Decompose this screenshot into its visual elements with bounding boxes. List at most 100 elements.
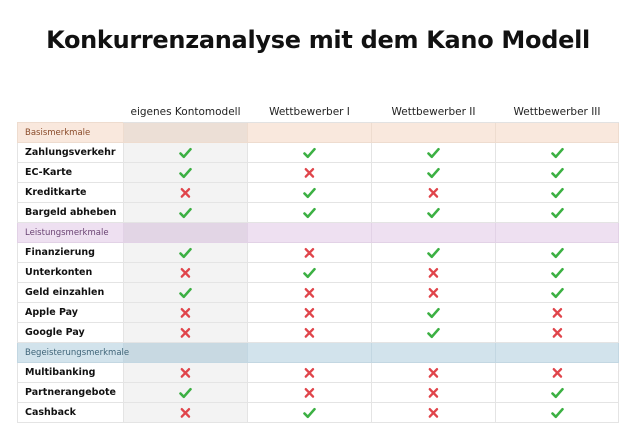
table-row: Partnerangebote — [17, 382, 619, 403]
category-band-cell — [371, 222, 496, 243]
cross-icon — [427, 367, 440, 379]
cross-icon — [179, 367, 192, 379]
rating-cell — [247, 402, 372, 423]
category-basismerkmale-label: Basismerkmale — [17, 122, 124, 143]
cross-icon — [551, 367, 564, 379]
cross-icon — [179, 407, 192, 419]
check-icon — [550, 147, 564, 159]
rating-cell — [371, 282, 496, 303]
rating-cell — [247, 382, 372, 403]
cross-icon — [427, 287, 440, 299]
check-icon — [427, 147, 440, 159]
rating-cell — [247, 262, 372, 283]
rating-cell — [371, 402, 496, 423]
category-leistungsmerkmale-label: Leistungsmerkmale — [17, 222, 124, 243]
rating-cell — [123, 242, 248, 263]
category-basismerkmale-row: Basismerkmale — [17, 122, 619, 143]
check-icon — [179, 387, 192, 399]
rating-cell — [123, 402, 248, 423]
cross-icon — [303, 387, 316, 399]
rating-cell — [495, 362, 619, 383]
category-band-cell — [247, 342, 372, 363]
check-icon — [303, 187, 316, 199]
category-band-cell — [247, 222, 372, 243]
rating-cell — [495, 382, 619, 403]
rating-cell — [123, 382, 248, 403]
table-row: Multibanking — [17, 362, 619, 383]
rating-cell — [371, 242, 496, 263]
table-row: Finanzierung — [17, 242, 619, 263]
cross-icon — [303, 287, 316, 299]
rating-cell — [371, 202, 496, 223]
feature-label: Bargeld abheben — [17, 202, 124, 223]
check-icon — [427, 207, 440, 219]
rating-cell — [371, 322, 496, 343]
feature-label: Partnerangebote — [17, 382, 124, 403]
feature-label: Zahlungsverkehr — [17, 142, 124, 163]
check-icon — [427, 167, 440, 179]
check-icon — [303, 147, 316, 159]
header-competitor-3: Wettbewerber III — [495, 102, 619, 123]
category-begeisterungsmerkmale-row: Begeisterungsmerkmale — [17, 342, 619, 363]
rating-cell — [123, 182, 248, 203]
category-leistungsmerkmale-row: Leistungsmerkmale — [17, 222, 619, 243]
header-empty — [18, 102, 124, 123]
category-band-cell — [123, 122, 248, 143]
kano-comparison-table: eigenes Kontomodell Wettbewerber I Wettb… — [17, 102, 619, 423]
cross-icon — [427, 387, 440, 399]
category-band-cell — [495, 342, 619, 363]
cross-icon — [179, 187, 192, 199]
rating-cell — [371, 382, 496, 403]
header-own-model: eigenes Kontomodell — [123, 102, 248, 123]
rating-cell — [495, 302, 619, 323]
rating-cell — [371, 302, 496, 323]
rating-cell — [371, 262, 496, 283]
category-band-cell — [371, 122, 496, 143]
check-icon — [303, 267, 316, 279]
rating-cell — [123, 162, 248, 183]
check-icon — [550, 187, 564, 199]
rating-cell — [247, 202, 372, 223]
rating-cell — [247, 322, 372, 343]
rating-cell — [247, 182, 372, 203]
feature-label: Geld einzahlen — [17, 282, 124, 303]
check-icon — [179, 167, 192, 179]
check-icon — [303, 207, 316, 219]
check-icon — [427, 327, 440, 339]
category-band-cell — [495, 222, 619, 243]
check-icon — [550, 247, 564, 259]
check-icon — [427, 247, 440, 259]
cross-icon — [427, 187, 440, 199]
header-row: eigenes Kontomodell Wettbewerber I Wettb… — [18, 102, 619, 123]
rating-cell — [123, 142, 248, 163]
check-icon — [550, 387, 564, 399]
rating-cell — [495, 162, 619, 183]
rating-cell — [495, 322, 619, 343]
table-row: Geld einzahlen — [17, 282, 619, 303]
cross-icon — [179, 267, 192, 279]
check-icon — [550, 287, 564, 299]
check-icon — [179, 147, 192, 159]
rating-cell — [247, 362, 372, 383]
cross-icon — [303, 247, 316, 259]
table-row: Google Pay — [17, 322, 619, 343]
cross-icon — [427, 407, 440, 419]
cross-icon — [303, 307, 316, 319]
rating-cell — [495, 282, 619, 303]
check-icon — [550, 207, 564, 219]
header-competitor-2: Wettbewerber II — [371, 102, 496, 123]
rating-cell — [247, 282, 372, 303]
rating-cell — [123, 262, 248, 283]
check-icon — [179, 247, 192, 259]
rating-cell — [247, 162, 372, 183]
feature-label: Google Pay — [17, 322, 124, 343]
check-icon — [179, 287, 192, 299]
table-row: EC-Karte — [17, 162, 619, 183]
rating-cell — [123, 202, 248, 223]
cross-icon — [551, 327, 564, 339]
table-row: Cashback — [17, 402, 619, 423]
feature-label: Cashback — [17, 402, 124, 423]
table-row: Apple Pay — [17, 302, 619, 323]
rating-cell — [495, 242, 619, 263]
table-body: Basismerkmale Zahlungsverkehr EC-Karte Kred… — [17, 122, 619, 423]
